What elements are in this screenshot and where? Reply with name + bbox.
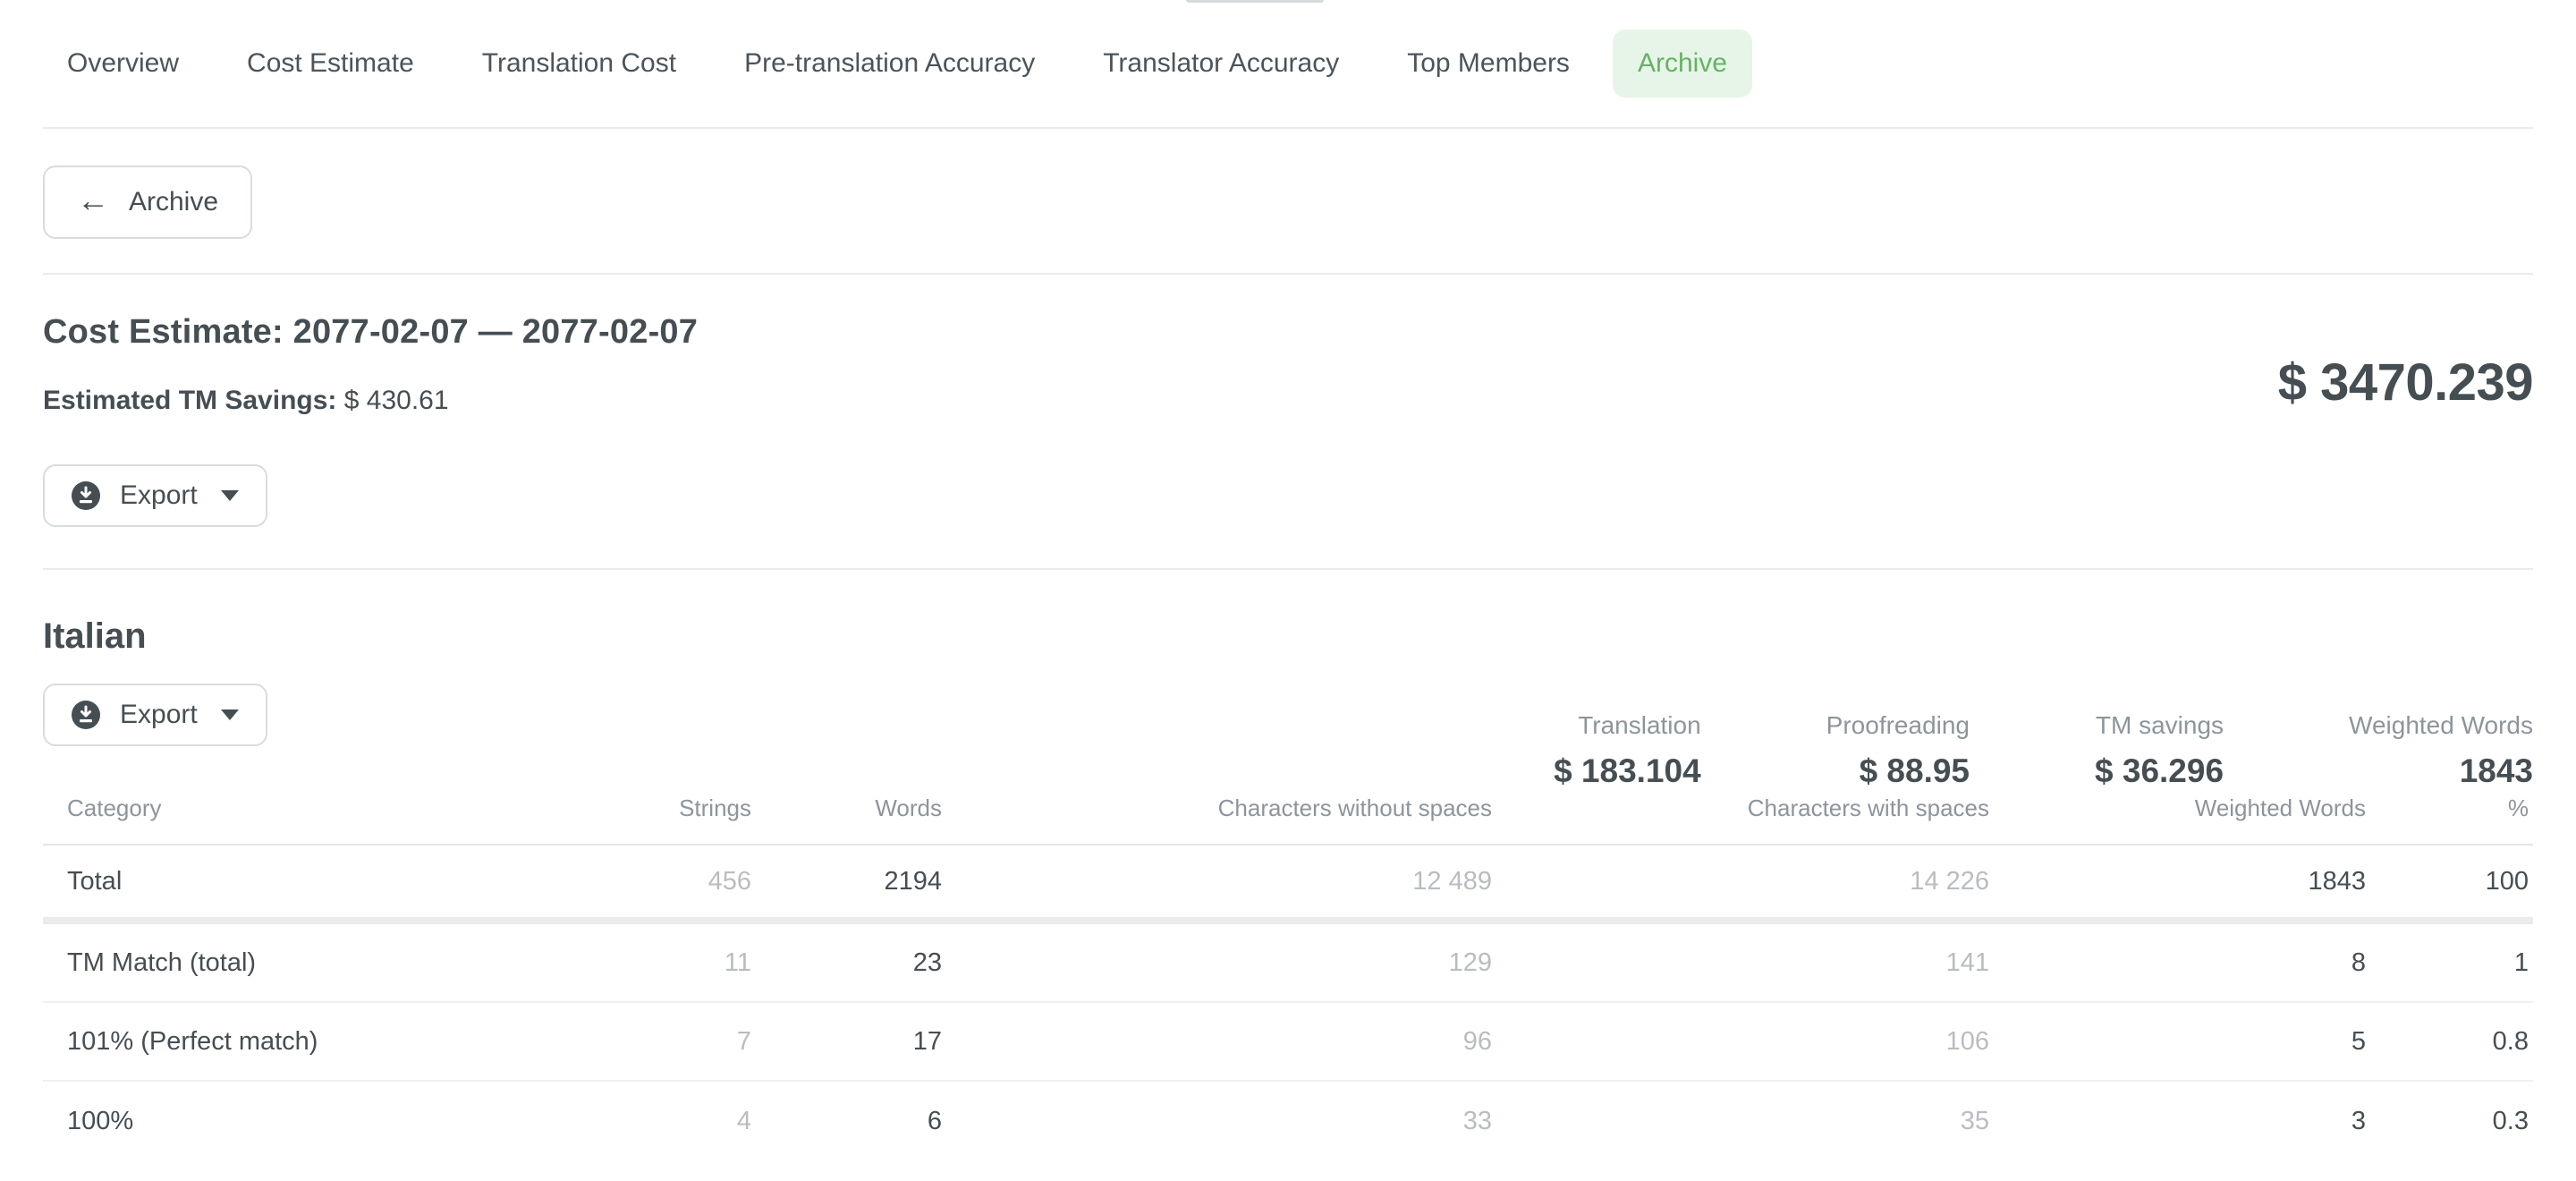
arrow-left-icon: ← (77, 182, 109, 218)
back-button-label: Archive (129, 187, 219, 217)
language-title: Italian (43, 616, 147, 656)
cell-chars-without-spaces: 33 (1462, 1106, 1492, 1135)
cell-percent: 0.3 (2492, 1106, 2529, 1135)
language-stats: Translation $ 183.104 Proofreading $ 88.… (1554, 711, 2533, 790)
caret-down-icon (220, 709, 239, 720)
stat-value: $ 36.296 (2095, 752, 2224, 789)
cell-weighted-words: 5 (2351, 1026, 2366, 1056)
download-icon (72, 701, 100, 729)
tab-cost-estimate[interactable]: Cost Estimate (247, 48, 414, 78)
column-header-chars-without-spaces: Characters without spaces (1217, 794, 1492, 821)
table-row: 100% 4 6 33 35 3 0.3 (43, 1082, 2533, 1160)
divider-under-tabs (43, 127, 2533, 129)
cell-percent: 100 (2485, 866, 2529, 896)
cell-words: 17 (912, 1026, 942, 1056)
export-button-label: Export (120, 700, 198, 729)
cell-strings: 7 (736, 1026, 751, 1056)
cell-chars-without-spaces: 12 489 (1412, 866, 1492, 896)
column-header-weighted-words: Weighted Words (2194, 794, 2366, 821)
tm-savings-label: Estimated TM Savings: (43, 386, 337, 415)
table-header-row: Category Strings Words Characters withou… (43, 773, 2533, 845)
cell-percent: 1 (2513, 947, 2529, 977)
cell-chars-with-spaces: 35 (1960, 1106, 1989, 1135)
cell-weighted-words: 1843 (2308, 866, 2366, 896)
tab-archive[interactable]: Archive (1612, 30, 1752, 98)
page-title: Cost Estimate: 2077-02-07 — 2077-02-07 (43, 313, 699, 351)
tab-top-members[interactable]: Top Members (1407, 48, 1570, 78)
stat-proofreading: Proofreading $ 88.95 (1826, 711, 1970, 790)
caret-down-icon (220, 490, 239, 501)
partial-popup-edge (1186, 0, 1324, 3)
column-header-words: Words (875, 794, 942, 821)
cell-weighted-words: 3 (2351, 1106, 2366, 1135)
divider-above-language (43, 568, 2533, 570)
language-section: Italian Translation $ 183.104 Proofreadi… (0, 616, 2576, 1160)
cell-weighted-words: 8 (2351, 947, 2366, 977)
report-tabs: Overview Cost Estimate Translation Cost … (0, 0, 2576, 127)
cell-chars-without-spaces: 129 (1448, 947, 1492, 977)
cell-strings: 4 (736, 1106, 751, 1135)
column-header-category: Category (67, 794, 162, 821)
divider-under-back-button (43, 273, 2533, 275)
stat-label: TM savings (2095, 711, 2224, 739)
column-header-strings: Strings (679, 794, 751, 821)
cell-chars-with-spaces: 106 (1945, 1026, 1989, 1056)
back-to-archive-button[interactable]: ← Archive (43, 166, 253, 239)
table-row: TM Match (total) 11 23 129 141 8 1 (43, 924, 2533, 1003)
cell-chars-with-spaces: 14 226 (1910, 866, 1989, 896)
tm-savings-line: Estimated TM Savings: $ 430.61 (43, 386, 2533, 416)
total-cost-value: $ 3470.239 (2277, 353, 2534, 412)
cell-strings: 11 (724, 947, 751, 977)
cell-category: TM Match (total) (67, 947, 257, 977)
cell-category: Total (67, 866, 123, 896)
table-row: Total 456 2194 12 489 14 226 1843 100 (43, 845, 2533, 924)
export-language-button[interactable]: Export (43, 684, 267, 746)
column-header-percent: % (2507, 794, 2529, 821)
column-header-chars-with-spaces: Characters with spaces (1747, 794, 1989, 821)
download-icon (72, 481, 100, 510)
export-report-button[interactable]: Export (43, 464, 267, 527)
stat-label: Proofreading (1826, 711, 1970, 739)
tab-overview[interactable]: Overview (67, 48, 180, 78)
cell-words: 23 (912, 947, 942, 977)
tab-pre-translation-accuracy[interactable]: Pre-translation Accuracy (744, 48, 1036, 78)
cell-chars-with-spaces: 141 (1945, 947, 1989, 977)
cell-percent: 0.8 (2492, 1026, 2529, 1056)
export-button-label: Export (120, 480, 198, 510)
stat-tm-savings: TM savings $ 36.296 (2095, 711, 2224, 790)
tab-translation-cost[interactable]: Translation Cost (481, 48, 677, 78)
cell-words: 6 (927, 1106, 942, 1135)
cell-strings: 456 (708, 866, 751, 896)
cell-category: 100% (67, 1106, 134, 1135)
stat-weighted-words: Weighted Words 1843 (2349, 711, 2533, 790)
stat-value: $ 88.95 (1859, 752, 1970, 789)
back-row: ← Archive (43, 166, 2533, 239)
cell-words: 2194 (884, 866, 942, 896)
cost-table: Category Strings Words Characters withou… (43, 773, 2533, 1160)
cost-estimate-header: Cost Estimate: 2077-02-07 — 2077-02-07 $… (0, 313, 2576, 568)
stat-value: 1843 (2459, 752, 2533, 789)
stat-translation: Translation $ 183.104 (1554, 711, 1701, 790)
stat-label: Translation (1578, 711, 1701, 739)
stat-value: $ 183.104 (1554, 752, 1701, 789)
cell-chars-without-spaces: 96 (1462, 1026, 1492, 1056)
stat-label: Weighted Words (2349, 711, 2533, 739)
cell-category: 101% (Perfect match) (67, 1026, 318, 1056)
table-row: 101% (Perfect match) 7 17 96 106 5 0.8 (43, 1003, 2533, 1082)
tab-translator-accuracy[interactable]: Translator Accuracy (1103, 48, 1340, 78)
tm-savings-value: $ 430.61 (343, 386, 449, 415)
